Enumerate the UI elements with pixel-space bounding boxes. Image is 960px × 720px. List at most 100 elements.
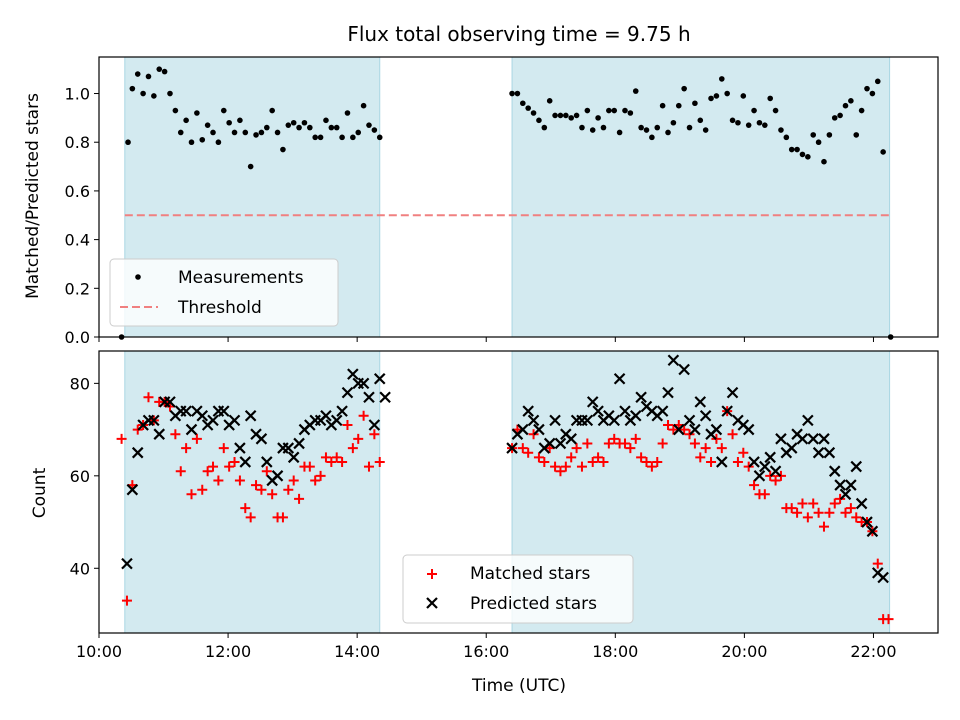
bottom-plus-point-59: [560, 461, 571, 472]
bottom-plus-point-64: [587, 456, 598, 467]
legend-measurements-label: Measurements: [178, 268, 304, 288]
bottom-plus-point-119: [883, 614, 894, 625]
top-dot-point-116: [869, 90, 876, 97]
bottom-plus-point-71: [625, 443, 636, 454]
top-dot-point-58: [557, 112, 564, 119]
bottom-plus-point-88: [716, 443, 727, 454]
top-dot-point-65: [595, 115, 601, 121]
bottom-plus-point-107: [818, 521, 829, 532]
bottom-plus-point-101: [786, 503, 797, 514]
top-dot-point-101: [788, 146, 795, 153]
top-dot-point-19: [220, 107, 227, 114]
top-dot-point-49: [509, 90, 515, 97]
top-dot-point-53: [530, 110, 537, 116]
bottom-x-point-112: [845, 479, 857, 491]
top-dot-point-5: [145, 73, 152, 80]
bottom-plus-point-17: [208, 461, 219, 472]
bottom-x-point-89: [721, 405, 733, 417]
bottom-plus-point-39: [326, 456, 337, 467]
bottom-x-point-98: [769, 465, 782, 477]
top-dot-point-111: [842, 102, 849, 109]
top-dot-point-17: [210, 129, 216, 136]
bottom-x-point-26: [261, 456, 273, 468]
bottom-legend-box: [402, 554, 634, 624]
top-dot-point-45: [360, 102, 367, 109]
bottom-x-point-70: [619, 405, 631, 417]
top-dot-point-108: [826, 132, 833, 138]
top-legend-box: [109, 258, 339, 327]
bottom-ytick-label-2: 80: [70, 374, 90, 393]
bottom-plus-point-85: [700, 443, 711, 454]
top-dot-point-29: [274, 129, 281, 136]
top-dot-point-102: [794, 146, 800, 153]
bottom-x-point-56: [543, 437, 556, 450]
bottom-ytick-label-1: 60: [70, 467, 90, 486]
bottom-plus-point-82: [684, 429, 695, 440]
top-ytick-label-0: 0.0: [65, 328, 90, 347]
bottom-plus-point-12: [181, 443, 192, 454]
bottom-x-point-37: [320, 409, 332, 422]
bottom-plus-point-97: [765, 470, 776, 481]
bottom-plus-point-19: [218, 443, 229, 454]
top-series-measurements: [118, 66, 894, 340]
top-dot-point-38: [323, 117, 329, 124]
bottom-x-point-20: [228, 414, 241, 427]
bottom-plus-point-58: [555, 466, 566, 477]
top-dot-point-26: [258, 129, 265, 136]
bottom-plus-point-32: [288, 475, 299, 486]
top-dot-point-10: [172, 107, 179, 114]
top-dot-point-59: [563, 112, 569, 119]
top-dot-point-2: [129, 85, 136, 92]
bottom-x-point-105: [807, 433, 820, 445]
bottom-x-point-81: [678, 363, 690, 376]
top-dot-point-110: [837, 112, 843, 119]
bottom-plus-point-102: [792, 507, 803, 518]
legend-measurements-marker: [135, 274, 141, 280]
bottom-x-point-88: [716, 456, 728, 468]
top-dot-point-15: [199, 136, 206, 143]
top-dot-point-74: [643, 127, 650, 133]
bottom-x-point-8: [164, 396, 176, 408]
xtick-label-0: 10:00: [76, 642, 122, 661]
bottom-plus-point-18: [213, 475, 224, 486]
bottom-plus-point-14: [191, 433, 202, 444]
top-dot-point-14: [194, 110, 200, 116]
top-dot-point-96: [762, 122, 768, 128]
legend-matched-marker: [427, 569, 437, 579]
top-dot-point-67: [606, 107, 612, 114]
top-dot-point-85: [702, 127, 709, 133]
top-ytick-label-2: 0.4: [65, 231, 90, 250]
bottom-x-point-115: [861, 516, 873, 528]
top-dot-point-32: [290, 119, 297, 126]
bottom-axes-frame: [98, 350, 939, 634]
bottom-x-point-96: [759, 460, 771, 473]
bottom-x-point-109: [828, 465, 841, 477]
legend-threshold-label: Threshold: [177, 298, 262, 318]
bottom-x-point-40: [336, 405, 348, 417]
legend-matched-label: Matched stars: [470, 564, 590, 584]
bottom-x-point-110: [834, 479, 846, 491]
top-dot-point-36: [312, 134, 319, 141]
bottom-plus-point-73: [636, 452, 647, 463]
bottom-legend: Matched stars Predicted stars: [402, 554, 634, 624]
bottom-plus-point-42: [342, 419, 353, 430]
top-dot-point-30: [280, 146, 286, 153]
top-dot-point-100: [783, 134, 790, 141]
bottom-x-point-54: [533, 423, 545, 436]
bottom-x-point-0: [121, 557, 133, 570]
bottom-plus-point-74: [641, 456, 652, 467]
xtick-label-3: 16:00: [463, 642, 509, 661]
bottom-x-point-94: [748, 456, 760, 468]
bottom-x-point-65: [592, 405, 604, 417]
bottom-plus-point-41: [337, 456, 348, 467]
bottom-x-point-6: [153, 428, 166, 440]
bottom-x-point-5: [148, 414, 160, 427]
bottom-plus-point-105: [808, 498, 819, 509]
bottom-plus-point-78: [663, 419, 674, 430]
top-dot-point-118: [880, 149, 886, 155]
top-dot-point-25: [253, 132, 259, 138]
top-dot-point-77: [659, 102, 666, 109]
bottom-x-point-93: [742, 423, 755, 436]
bottom-plus-point-46: [363, 461, 374, 472]
